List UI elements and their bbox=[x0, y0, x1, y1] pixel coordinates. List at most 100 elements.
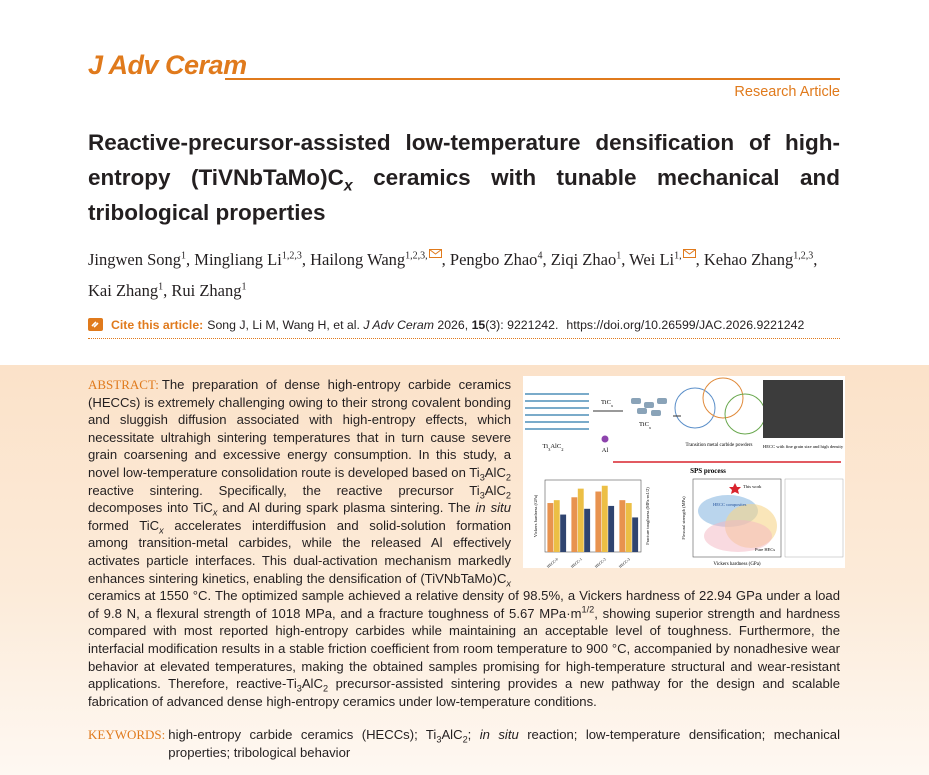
abstract-label: ABSTRACT: bbox=[88, 377, 159, 392]
text-run: x bbox=[506, 578, 511, 589]
text-run: 3 bbox=[436, 734, 442, 745]
separator: , bbox=[542, 250, 547, 269]
envelope-flap bbox=[682, 249, 696, 255]
text-run: accelerates interdiffusion and solid-sol… bbox=[88, 517, 512, 586]
author-affiliations: 1 bbox=[181, 250, 187, 262]
sem-image bbox=[763, 380, 843, 438]
author-affiliations: 1 bbox=[241, 281, 247, 293]
x-axis-label: Vickers hardness (GPa) bbox=[713, 562, 761, 567]
author-affiliations: 1 bbox=[158, 281, 164, 293]
text-run: ; bbox=[467, 727, 480, 742]
abstract: Ti3AlC2 TiCx Al TiCx Transition metal carbid… bbox=[88, 376, 845, 710]
powder-circles bbox=[674, 377, 766, 435]
author-list: Jingwen Song1, Mingliang Li1,2,3, Hailon… bbox=[88, 244, 848, 306]
bar bbox=[632, 517, 639, 552]
text-run: , showing superior strength and hardness… bbox=[88, 605, 840, 692]
separator: , bbox=[813, 250, 818, 269]
text-run: high-entropy carbide ceramics (HECCs); T… bbox=[168, 727, 437, 742]
author: Hailong Wang1,2,3,, bbox=[310, 249, 446, 269]
figure-label: TiCx bbox=[639, 421, 651, 430]
x-tick-label: HECC-2 bbox=[594, 557, 607, 568]
link-icon bbox=[88, 318, 103, 331]
article-type: Research Article bbox=[734, 84, 840, 100]
text-run: ceramics with tunable mechanical and tri… bbox=[88, 165, 840, 225]
text-run: Al bbox=[602, 447, 609, 454]
text-run: in situ bbox=[479, 727, 519, 742]
figure-label: Al bbox=[602, 447, 609, 454]
x-tick-label: HECC-3 bbox=[618, 557, 631, 568]
author: Jingwen Song1, bbox=[88, 250, 190, 269]
text-run: and Al during spark plasma sintering. Th… bbox=[217, 500, 476, 516]
text-run: reaction; low-temperature densification;… bbox=[168, 727, 840, 760]
text-run: 2 bbox=[462, 734, 468, 745]
bar bbox=[547, 503, 554, 552]
text-run: AlC bbox=[484, 482, 506, 498]
bar bbox=[560, 514, 567, 552]
keywords-text: high-entropy carbide ceramics (HECCs); T… bbox=[168, 726, 840, 761]
text-run: 3 bbox=[548, 447, 551, 452]
author: Wei Li1,, bbox=[629, 249, 700, 269]
abstract-text: The preparation of dense high-entropy ca… bbox=[88, 377, 840, 709]
text-run: x bbox=[610, 403, 613, 408]
text-run: AlC bbox=[484, 464, 506, 480]
author-affiliations: 1, bbox=[674, 250, 682, 262]
text-run: 2 bbox=[322, 683, 329, 694]
author-name: Kai Zhang bbox=[88, 281, 159, 300]
doi-link[interactable]: https://doi.org/10.26599/JAC.2026.922124… bbox=[566, 318, 805, 332]
author-affiliations: 1,2,3 bbox=[281, 250, 302, 262]
y2-axis-label: Fracture toughness (MPa·m1/2) bbox=[645, 487, 650, 545]
property-regions bbox=[698, 495, 777, 552]
author-name: Hailong Wang bbox=[310, 250, 406, 269]
annotation: This work bbox=[743, 484, 762, 489]
envelope-flap bbox=[428, 249, 442, 255]
figure-label: TiCx bbox=[601, 399, 613, 408]
figure-label: Transition metal carbide powders bbox=[686, 443, 753, 448]
text-run: decomposes into TiC bbox=[88, 500, 213, 516]
bar bbox=[571, 497, 578, 552]
text-run: ceramics at 1550 °C. The optimized sampl… bbox=[88, 588, 840, 621]
legend-box bbox=[784, 478, 844, 558]
text-run: Song J, Li M, Wang H, et al. bbox=[207, 318, 364, 332]
author-name: Pengbo Zhao bbox=[449, 250, 538, 269]
text-run: 3 bbox=[479, 490, 485, 501]
separator: , bbox=[301, 250, 306, 269]
bar bbox=[595, 491, 602, 552]
text-run: 1/2 bbox=[581, 604, 595, 615]
text-run: 2026, bbox=[433, 318, 472, 332]
text-run: The preparation of dense high-entropy ca… bbox=[88, 377, 511, 480]
bar bbox=[619, 500, 626, 552]
envelope bbox=[682, 249, 696, 258]
text-run: Transition metal carbide powders bbox=[686, 443, 753, 448]
text-run: 15 bbox=[471, 318, 486, 332]
journal-name: J Adv Ceram bbox=[88, 50, 247, 80]
separator: , bbox=[441, 250, 446, 269]
text-run: x bbox=[212, 507, 218, 518]
text-run: in situ bbox=[475, 500, 511, 516]
author-name: Kehao Zhang bbox=[703, 250, 794, 269]
text-run: precursor-assisted sintering provides a … bbox=[88, 676, 840, 709]
citation-text: Song J, Li M, Wang H, et al. J Adv Ceram… bbox=[207, 318, 558, 332]
envelope bbox=[428, 249, 442, 258]
text-run: TiC bbox=[601, 399, 611, 406]
author-affiliations: 4 bbox=[537, 250, 543, 262]
text-run: AlC bbox=[441, 727, 463, 742]
author: Kai Zhang1, bbox=[88, 281, 167, 300]
figure-label: SPS process bbox=[690, 467, 726, 475]
x-tick-label: HECC-1 bbox=[570, 557, 583, 568]
text-run: HECC with fine grain size and high densi… bbox=[763, 444, 844, 449]
separator: , bbox=[695, 250, 700, 269]
text-run: x bbox=[343, 177, 353, 195]
bar bbox=[584, 508, 591, 552]
header-rule bbox=[225, 78, 840, 80]
text-run: 2 bbox=[505, 490, 511, 501]
text-run: Ti bbox=[543, 443, 549, 450]
citation: Cite this article: Song J, Li M, Wang H, … bbox=[88, 318, 840, 339]
text-run: reactive sintering. Specifically, the re… bbox=[88, 482, 480, 498]
citation-label: Cite this article: bbox=[111, 318, 204, 332]
text-run: J Adv Ceram bbox=[363, 318, 434, 332]
text-run: (3): 9221242. bbox=[485, 318, 559, 332]
bar bbox=[608, 505, 615, 552]
author-name: Jingwen Song bbox=[88, 250, 182, 269]
